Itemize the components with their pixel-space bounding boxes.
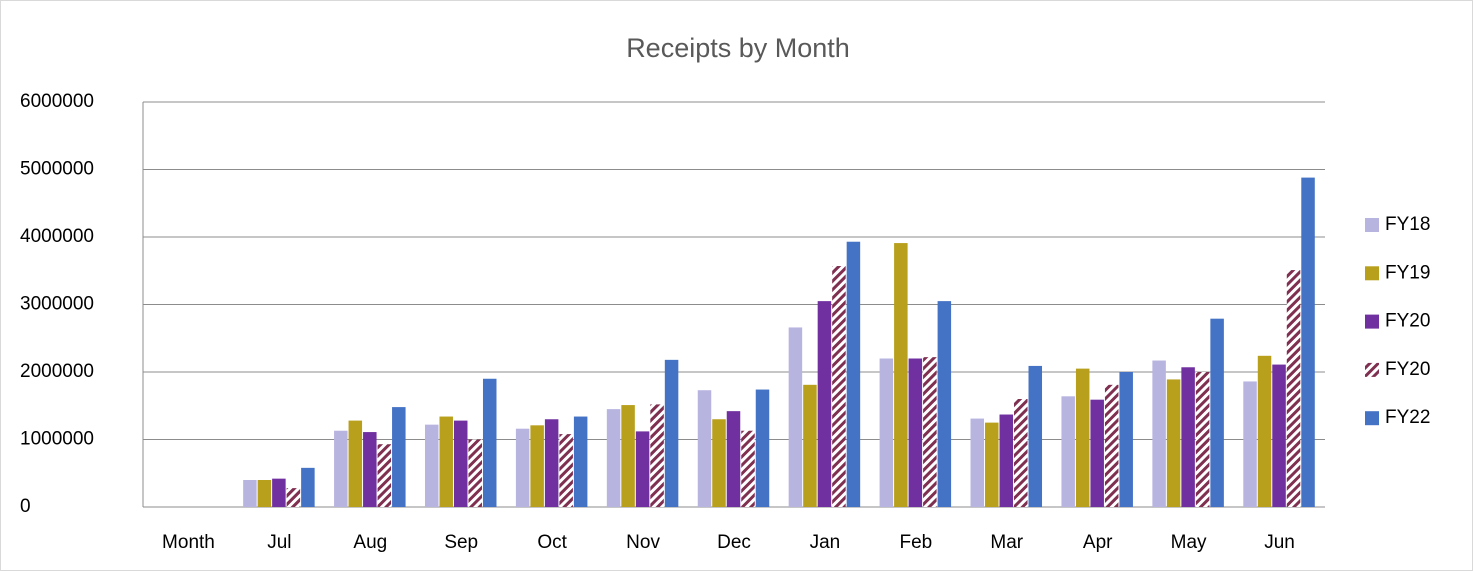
bar (923, 357, 937, 507)
x-tick-label: Feb (899, 532, 932, 553)
bar (439, 416, 453, 507)
legend-swatch (1365, 314, 1379, 329)
bar (832, 266, 846, 507)
bar (482, 378, 497, 507)
y-tick-label: 0 (20, 496, 31, 517)
bar (1272, 364, 1286, 507)
x-tick-label: Jul (267, 532, 291, 553)
bar (468, 439, 482, 507)
legend-label: FY20 (1385, 359, 1430, 380)
bar (1257, 355, 1272, 507)
bar (726, 411, 741, 507)
bar (1104, 384, 1119, 507)
bar (424, 424, 439, 507)
bar (1181, 367, 1195, 507)
bar (741, 430, 755, 507)
bar (544, 419, 559, 507)
bar (301, 467, 315, 507)
bar (1061, 396, 1075, 507)
x-tick-label: Nov (626, 532, 660, 553)
bar (1286, 270, 1301, 507)
bar (817, 301, 832, 507)
bar (712, 419, 726, 507)
x-tick-label: Apr (1083, 532, 1113, 553)
bar (894, 243, 908, 507)
bar (1090, 399, 1104, 507)
bar (635, 431, 650, 507)
bar (363, 432, 377, 507)
bar (937, 301, 952, 507)
bar (664, 359, 679, 507)
x-tick-label: Jun (1264, 532, 1295, 553)
x-tick-label: Jan (810, 532, 841, 553)
legend-label: FY22 (1385, 407, 1430, 428)
x-tick-label: Month (162, 532, 215, 553)
x-tick-label: Dec (717, 532, 751, 553)
bar (453, 420, 468, 507)
bar (334, 430, 348, 507)
bar (530, 425, 544, 507)
y-tick-label: 6000000 (20, 91, 94, 112)
bar (970, 418, 985, 507)
bar (377, 444, 392, 507)
bar (1243, 381, 1257, 507)
x-tick-label: May (1171, 532, 1207, 553)
bar (755, 389, 770, 507)
bar (1014, 399, 1028, 507)
bar (621, 405, 635, 507)
legend-label: FY19 (1385, 262, 1430, 283)
legend-swatch (1365, 411, 1379, 426)
bar (243, 480, 257, 507)
bar (697, 390, 712, 507)
legend-label: FY18 (1385, 214, 1430, 235)
bar (908, 358, 923, 507)
x-tick-label: Oct (537, 532, 567, 553)
bar (573, 416, 588, 507)
bar (392, 407, 406, 507)
bar (515, 428, 530, 507)
bar (999, 414, 1014, 507)
bar (606, 409, 621, 507)
legend-swatch (1365, 362, 1379, 377)
y-tick-label: 4000000 (20, 226, 94, 247)
x-tick-label: Aug (353, 532, 387, 553)
bar (348, 420, 363, 507)
y-tick-label: 1000000 (20, 429, 94, 450)
bar (1075, 368, 1090, 507)
legend-swatch (1365, 218, 1379, 232)
bar (1210, 318, 1224, 507)
bar (650, 404, 664, 507)
y-tick-label: 5000000 (20, 159, 94, 180)
y-tick-label: 3000000 (20, 294, 94, 315)
bar (1166, 379, 1181, 507)
bar (272, 478, 286, 507)
bar (1152, 360, 1166, 507)
bar (788, 327, 803, 507)
legend-swatch (1365, 266, 1379, 281)
bar (985, 422, 999, 507)
chart-title: Receipts by Month (626, 33, 850, 63)
bar (1119, 372, 1133, 507)
bar (257, 480, 272, 507)
bar (559, 434, 573, 507)
x-tick-label: Sep (444, 532, 478, 553)
bar (879, 358, 894, 507)
bar (286, 488, 301, 507)
legend-label: FY20 (1385, 311, 1430, 332)
bar (803, 384, 817, 507)
bar (846, 241, 861, 507)
x-tick-label: Mar (990, 532, 1023, 553)
bar (1028, 365, 1043, 507)
bar (1195, 372, 1210, 507)
y-tick-label: 2000000 (20, 361, 94, 382)
bar (1301, 177, 1315, 507)
